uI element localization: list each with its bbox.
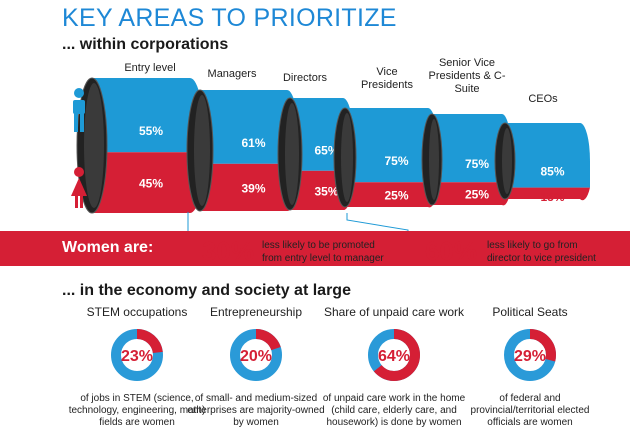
- section-heading-society: ... in the economy and society at large: [62, 282, 351, 299]
- women-share-label: 39%: [241, 181, 265, 195]
- donut-1: 23%: [111, 329, 163, 381]
- stat-director-text: less likely to go from director to vice …: [487, 240, 596, 264]
- pipe-segment-6: 85% 15%: [494, 122, 590, 204]
- men-share-label: 61%: [241, 136, 265, 150]
- page-title: KEY AREAS TO PRIORITIZE: [62, 4, 397, 32]
- section-heading-corporations: ... within corporations: [62, 36, 229, 53]
- stat-promotion-text: less likely to be promoted from entry le…: [262, 240, 384, 264]
- men-share-label: 65%: [314, 143, 338, 157]
- donut-value: 23%: [121, 348, 153, 365]
- female-icon: [71, 167, 87, 208]
- level-label: Directors: [282, 72, 327, 84]
- society-heading: STEM occupations: [86, 305, 188, 319]
- women-are-banner: [0, 231, 630, 266]
- donut-3: 64%: [368, 329, 420, 381]
- donut-2: 20%: [230, 329, 282, 381]
- women-share-label: 45%: [139, 177, 163, 191]
- men-share-label: 85%: [540, 164, 564, 178]
- society-description: of unpaid care work in the home (child ca…: [322, 393, 466, 428]
- level-label: Entry level: [124, 62, 176, 74]
- donut-4: 29%: [504, 329, 556, 381]
- men-share-label: 75%: [384, 154, 408, 168]
- women-share-label: 35%: [314, 184, 338, 198]
- pipe-segment-4: 75% 25%: [333, 107, 439, 208]
- society-heading: Share of unpaid care work: [323, 305, 465, 319]
- society-heading: Political Seats: [492, 305, 568, 319]
- level-label: Senior Vice Presidents & C-Suite: [428, 57, 506, 95]
- pipe-segment-1: 55% 45%: [76, 77, 205, 214]
- society-heading: Entrepreneurship: [209, 305, 303, 319]
- male-icon: [73, 88, 85, 132]
- women-share-label: 25%: [465, 188, 489, 202]
- donut-value: 20%: [240, 348, 272, 365]
- level-label: Managers: [207, 68, 257, 80]
- men-share-label: 55%: [139, 124, 163, 138]
- donut-value: 29%: [514, 348, 546, 365]
- banner-label: Women are:: [62, 239, 154, 256]
- society-description: of federal and provincial/territorial ele…: [470, 393, 590, 428]
- stat-director-value: 60%: [425, 236, 478, 266]
- society-description: of jobs in STEM (science, technology, eng…: [68, 393, 206, 428]
- men-share-label: 75%: [465, 157, 489, 171]
- women-share-label: 15%: [540, 190, 564, 204]
- women-share-label: 25%: [384, 189, 408, 203]
- stat-promotion-value: 30%: [202, 236, 255, 266]
- donut-value: 64%: [378, 348, 410, 365]
- level-label: Vice Presidents: [361, 66, 413, 91]
- level-label: CEOs: [528, 93, 558, 105]
- society-description: of small- and medium-sized enterprises ar…: [187, 393, 325, 428]
